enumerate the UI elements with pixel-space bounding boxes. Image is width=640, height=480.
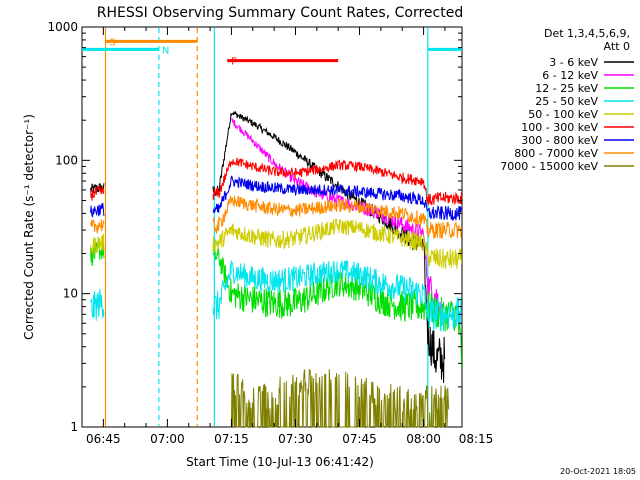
legend-label-2: 12 - 25 keV <box>535 82 598 95</box>
footer-date: 20-Oct-2021 18:05 <box>560 467 636 476</box>
x-tick-label: 07:15 <box>214 432 249 446</box>
x-tick-label: 08:15 <box>459 432 494 446</box>
chart-title: RHESSI Observing Summary Count Rates, Co… <box>97 5 463 21</box>
series-line-3 <box>90 260 462 333</box>
series-line-8 <box>230 369 450 428</box>
legend-label-5: 100 - 300 keV <box>521 121 598 134</box>
series-line-4 <box>90 218 462 269</box>
x-tick-label: 07:45 <box>342 432 377 446</box>
series-line-5 <box>90 157 462 206</box>
series-line-7 <box>90 195 462 239</box>
y-axis-label: Corrected Count Rate (s⁻¹ detector⁻¹) <box>22 114 36 340</box>
legend-header-line-2: Att 0 <box>604 40 630 53</box>
data-series <box>90 110 462 428</box>
y-tick-label: 1 <box>70 420 78 434</box>
y-tick-label: 100 <box>55 153 78 167</box>
y-tick-label: 10 <box>63 287 78 301</box>
x-tick-label: 06:45 <box>86 432 121 446</box>
x-tick-label: 07:00 <box>150 432 185 446</box>
legend-label-7: 800 - 7000 keV <box>514 147 598 160</box>
x-axis-label: Start Time (10-Jul-13 06:41:42) <box>186 455 374 469</box>
legend-label-4: 50 - 100 keV <box>528 108 598 121</box>
x-tick-label: 07:30 <box>278 432 313 446</box>
series-line-0 <box>90 110 446 384</box>
legend-label-6: 300 - 800 keV <box>521 134 598 147</box>
y-tick-label: 1000 <box>47 20 78 34</box>
marker-label-f: F <box>231 57 237 68</box>
series-line-2 <box>90 241 462 368</box>
legend-label-3: 25 - 50 keV <box>535 95 598 108</box>
marker-label-s: S <box>109 37 115 48</box>
legend-label-0: 3 - 6 keV <box>549 56 598 69</box>
marker-label-n: N <box>162 45 169 56</box>
legend-label-1: 6 - 12 keV <box>542 69 598 82</box>
legend-label-8: 7000 - 15000 keV <box>500 160 598 173</box>
axes: 06:45 07:00 07:15 07:30 07:45 08:00 08:15 1 10 10… <box>47 20 493 446</box>
x-tick-label: 08:00 <box>406 432 441 446</box>
legend-header-line-1: Det 1,3,4,5,6,9, <box>544 27 630 40</box>
series-line-6 <box>90 175 462 221</box>
